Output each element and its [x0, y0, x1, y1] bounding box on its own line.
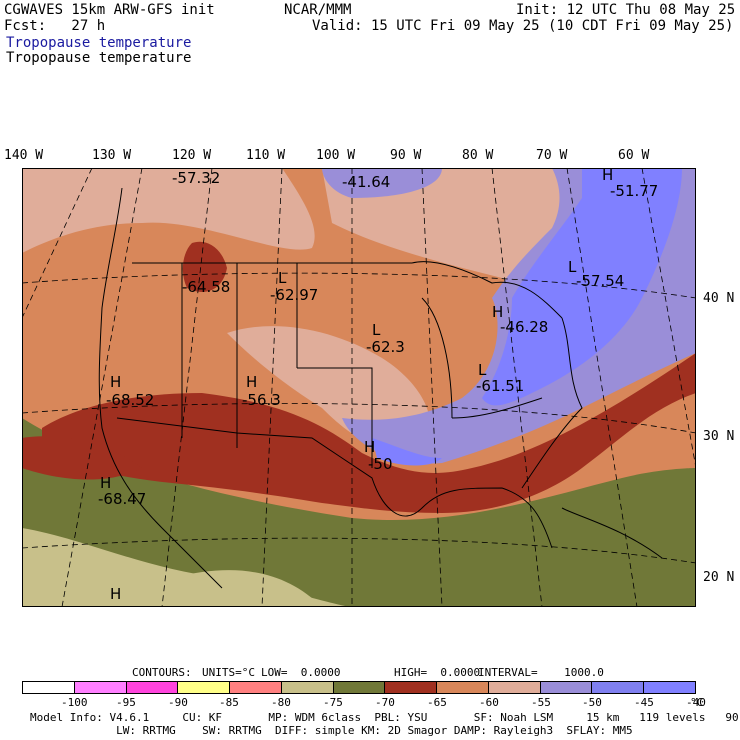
init-time: Init: 12 UTC Thu 08 May 25 [516, 2, 736, 18]
field-band-75b [172, 570, 322, 607]
colorbar-unit: °C [690, 696, 704, 709]
field-band-65b [22, 436, 142, 480]
colorbar-swatch [437, 682, 489, 693]
field-band-55-nw [22, 168, 315, 253]
lon-label: 110 W [246, 148, 286, 163]
colorbar-tick-label: -40 [686, 696, 706, 709]
map-value-label: -61.51 [476, 377, 525, 395]
units-label: UNITS=°C [202, 666, 255, 679]
map-value-label: -57.54 [576, 272, 625, 290]
map-value-label: -51.77 [610, 182, 659, 200]
low-label: LOW= 0.0000 [261, 666, 341, 679]
map-low-marker: L [478, 361, 487, 379]
high-label: HIGH= 0.0000 [394, 666, 481, 679]
map-high-marker: H [364, 438, 376, 456]
lon-label: 140 W [4, 148, 44, 163]
field-band-70 [22, 418, 696, 607]
field-title-blue: Tropopause temperature [6, 35, 192, 51]
map-high-marker: H [100, 474, 112, 492]
map-low-marker: L [568, 258, 577, 276]
colorbar-swatch [592, 682, 645, 693]
lat-lon-grid [22, 168, 696, 607]
colorbar-tick-label: -90 [168, 696, 188, 709]
colorbar-swatch [488, 682, 541, 693]
field-band-45 [482, 168, 682, 406]
lon-label: 130 W [92, 148, 132, 163]
map-value-label: -62.97 [270, 286, 319, 304]
model-title: CGWAVES 15km ARW-GFS init [4, 2, 215, 18]
colorbar-tick-label: -85 [219, 696, 239, 709]
colorbar-tick-label: -65 [427, 696, 447, 709]
lat-label: 20 N [703, 570, 735, 585]
colorbar-tick-label: -55 [531, 696, 551, 709]
map-value-label: -64.58 [182, 278, 231, 296]
colorbar-tick-label: -75 [323, 696, 343, 709]
lon-label: 70 W [536, 148, 568, 163]
map-value-label: -68.47 [98, 490, 147, 508]
map-value-label: -57.32 [172, 169, 221, 187]
colorbar-tick-label: -45 [634, 696, 654, 709]
colorbar-tick-label: -95 [116, 696, 136, 709]
colorbar-swatch [644, 682, 695, 693]
map-high-marker: H [602, 166, 614, 184]
map-value-label: -56.3 [242, 391, 281, 409]
lon-label: 60 W [618, 148, 650, 163]
contours-label: CONTOURS: [132, 666, 192, 679]
colorbar-tick-label: -50 [582, 696, 602, 709]
lon-label: 120 W [172, 148, 212, 163]
lon-label: 100 W [316, 148, 356, 163]
model-info-line1: Model Info: V4.6.1 CU: KF MP: WDM 6class… [30, 711, 740, 724]
map-value-label: -50 [368, 455, 393, 473]
map-low-marker: L [278, 269, 287, 287]
model-info-line2: LW: RRTMG SW: RRTMG DIFF: simple KM: 2D … [30, 724, 633, 737]
map-value-label: -46.28 [500, 318, 549, 336]
colorbar-swatch [281, 682, 334, 693]
map-high-marker: H [110, 373, 122, 391]
tropopause-temperature-map: -57.32 -41.64 H -51.77 -64.58 L -62.97 L… [22, 168, 696, 607]
field-band-75 [22, 528, 352, 607]
lat-label: 40 N [703, 291, 735, 306]
colorbar-swatch [540, 682, 593, 693]
field-band-45-south [372, 438, 442, 466]
map-value-label: -62.3 [366, 338, 405, 356]
colorbar-swatch [385, 682, 438, 693]
coastlines-and-borders [98, 187, 663, 589]
colorbar-tick-label: -60 [479, 696, 499, 709]
colorbar-swatch [74, 682, 127, 693]
colorbar-tick-label: -70 [375, 696, 395, 709]
lon-label: 90 W [390, 148, 422, 163]
colorbar-swatch [333, 682, 386, 693]
colorbar-swatch [126, 682, 179, 693]
colorbar-swatch [23, 682, 75, 693]
map-canvas [22, 168, 696, 607]
colorbar-swatch [230, 682, 282, 693]
colorbar-swatch [178, 682, 231, 693]
forecast-hour: Fcst: 27 h [4, 18, 106, 34]
valid-time: Valid: 15 UTC Fri 09 May 25 (10 CDT Fri … [312, 18, 734, 34]
organization: NCAR/MMM [284, 2, 352, 18]
field-title-black: Tropopause temperature [6, 50, 192, 66]
map-value-label: -41.64 [342, 173, 391, 191]
colorbar-tick-label: -80 [271, 696, 291, 709]
field-band-65-north [182, 241, 227, 292]
map-high-marker: H [246, 373, 258, 391]
field-band-55-central [227, 326, 430, 449]
map-low-marker: L [372, 321, 381, 339]
interval-label: INTERVAL= 1000.0 [478, 666, 604, 679]
lon-label: 80 W [462, 148, 494, 163]
map-high-marker: H [492, 303, 504, 321]
map-value-label: -68.52 [106, 391, 155, 409]
map-frame [22, 168, 696, 607]
map-high-marker: H [110, 585, 122, 603]
colorbar-tick-label: -100 [61, 696, 88, 709]
colorbar [22, 681, 696, 694]
lat-label: 30 N [703, 429, 735, 444]
